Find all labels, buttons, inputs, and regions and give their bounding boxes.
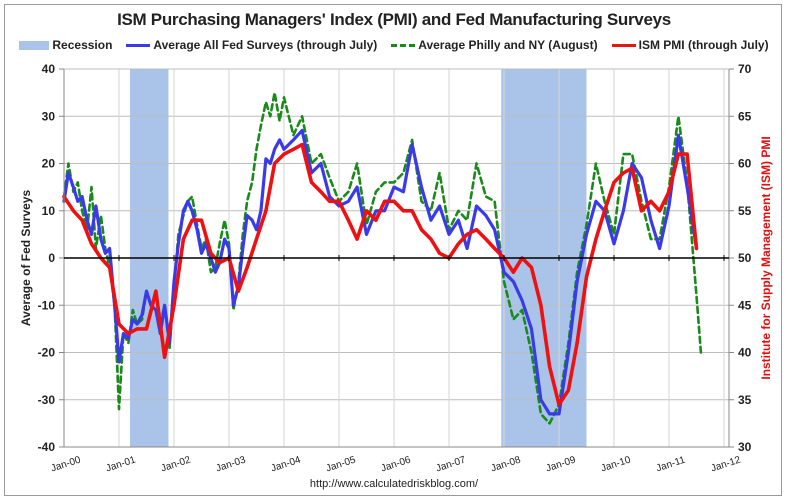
y2-tick-label: 40	[738, 346, 752, 360]
y2-tick-label: 55	[738, 204, 752, 218]
y-tick-label: 10	[42, 204, 56, 218]
y-tick-label: -30	[38, 393, 56, 407]
y2-tick-label: 35	[738, 393, 752, 407]
y-axis-label: Average of Fed Surveys	[19, 190, 33, 327]
series-line-fed-surveys	[62, 128, 699, 416]
x-tick-label: Jan-00	[50, 454, 83, 474]
y-tick-label: 40	[42, 62, 56, 76]
y2-tick-label: 60	[738, 157, 752, 171]
x-tick-label: Jan-04	[270, 454, 303, 474]
x-tick-label: Jan-08	[490, 454, 523, 474]
source-url: http://www.calculatedriskblog.com/	[309, 478, 479, 490]
legend: Recession Average All Fed Surveys (throu…	[0, 38, 788, 52]
x-tick-label: Jan-01	[105, 454, 138, 474]
legend-item-fed: Average All Fed Surveys (through July)	[126, 38, 377, 52]
x-tick-label: Jan-10	[600, 454, 633, 474]
y2-tick-label: 70	[738, 62, 752, 76]
y-tick-label: -10	[38, 298, 56, 312]
x-tick-label: Jan-02	[160, 454, 193, 474]
x-tick-label: Jan-05	[325, 454, 358, 474]
legend-label: Average Philly and NY (August)	[418, 38, 598, 52]
legend-swatch-philly	[391, 43, 416, 47]
legend-swatch-ism	[611, 43, 636, 47]
x-tick-label: Jan-07	[435, 454, 468, 474]
x-tick-label: Jan-06	[380, 454, 413, 474]
legend-label: Recession	[52, 38, 113, 52]
legend-item-philly: Average Philly and NY (August)	[391, 38, 598, 52]
legend-swatch-recession	[19, 40, 50, 50]
legend-label: Average All Fed Surveys (through July)	[153, 38, 378, 52]
chart-title: ISM Purchasing Managers' Index (PMI) and…	[117, 10, 671, 29]
legend-swatch-fed	[126, 43, 151, 47]
y-tick-label: -20	[38, 346, 56, 360]
y2-axis-label: Institute for Supply Management (ISM) PM…	[759, 136, 773, 379]
x-tick-label: Jan-09	[545, 454, 578, 474]
x-tick-label: Jan-03	[215, 454, 248, 474]
legend-label: ISM PMI (through July)	[638, 38, 769, 52]
y-tick-label: 0	[48, 251, 55, 265]
y-tick-label: 20	[42, 157, 56, 171]
y2-tick-label: 45	[738, 298, 752, 312]
x-tick-label: Jan-12	[710, 454, 743, 474]
x-tick-label: Jan-11	[655, 455, 687, 475]
y-tick-label: -40	[38, 440, 56, 454]
y2-tick-label: 30	[738, 440, 752, 454]
legend-item-recession: Recession	[19, 38, 112, 52]
y-tick-label: 30	[42, 109, 56, 123]
y2-tick-label: 50	[738, 251, 752, 265]
legend-item-ism: ISM PMI (through July)	[611, 38, 769, 52]
y2-tick-label: 65	[738, 109, 752, 123]
